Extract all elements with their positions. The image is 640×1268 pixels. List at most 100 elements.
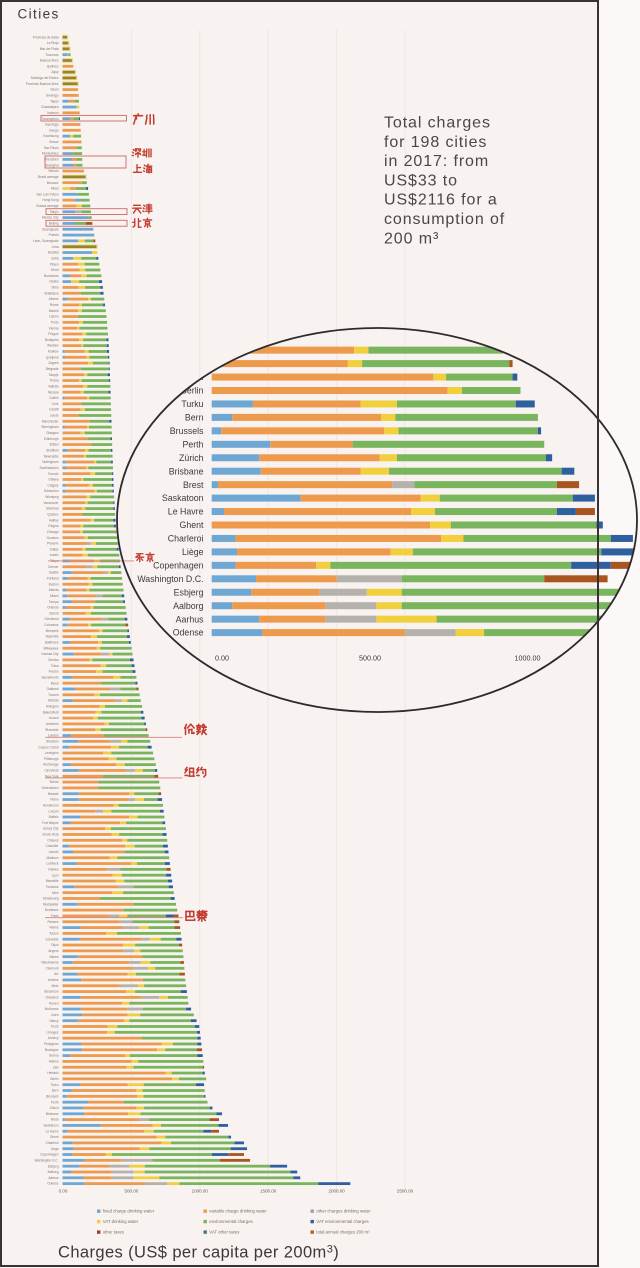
svg-text:1000.00: 1000.00	[192, 1189, 209, 1194]
svg-text:Anaheim: Anaheim	[46, 722, 59, 726]
svg-text:Austin: Austin	[50, 553, 59, 557]
svg-text:Liège: Liège	[51, 1147, 59, 1151]
svg-text:fixed charge drinking water: fixed charge drinking water	[103, 1209, 155, 1214]
svg-text:Aalborg: Aalborg	[173, 601, 203, 611]
svg-text:Charleroi: Charleroi	[168, 534, 204, 544]
svg-text:Athens: Athens	[49, 297, 59, 301]
svg-text:Jersey City: Jersey City	[43, 827, 59, 831]
svg-text:Strasbourg: Strasbourg	[43, 897, 59, 901]
svg-text:Santiago del Estero: Santiago del Estero	[31, 76, 59, 80]
svg-text:Brussels: Brussels	[170, 426, 204, 436]
svg-text:San Luis Potosi: San Luis Potosi	[36, 192, 58, 196]
svg-text:Copenhagen: Copenhagen	[153, 560, 203, 570]
svg-text:Brisbane: Brisbane	[46, 1112, 59, 1116]
svg-text:Guangzhou: Guangzhou	[42, 117, 59, 121]
svg-text:Jujuy: Jujuy	[51, 70, 59, 74]
svg-text:Charges (US$ per capita per 20: Charges (US$ per capita per 200m3)	[58, 1244, 339, 1262]
svg-text:Saskatoon: Saskatoon	[162, 493, 204, 503]
svg-text:Saskatoon: Saskatoon	[43, 1124, 58, 1128]
svg-text:Liège: Liège	[182, 547, 204, 557]
svg-text:Washington D.C.: Washington D.C.	[137, 574, 203, 584]
svg-text:Shenzhen: Shenzhen	[44, 158, 59, 162]
svg-text:Milan: Milan	[51, 187, 59, 191]
svg-text:Aix: Aix	[54, 972, 59, 976]
svg-text:Riverside: Riverside	[45, 728, 59, 732]
svg-text:Orleans2: Orleans2	[46, 996, 59, 1000]
svg-text:Chula Vista: Chula Vista	[42, 833, 58, 837]
svg-text:Prague: Prague	[48, 332, 59, 336]
svg-text:Fort Wayne: Fort Wayne	[42, 821, 59, 825]
svg-text:Greensboro: Greensboro	[42, 786, 59, 790]
svg-text:Houston: Houston	[47, 536, 59, 540]
svg-text:Edmonton: Edmonton	[44, 489, 59, 493]
svg-text:Columbus: Columbus	[44, 623, 59, 627]
svg-text:2000.00: 2000.00	[328, 1189, 345, 1194]
svg-text:Clermont: Clermont	[46, 966, 59, 970]
svg-text:1000.00: 1000.00	[515, 654, 541, 663]
svg-text:Phoenix: Phoenix	[47, 542, 59, 546]
svg-text:Perth: Perth	[51, 1100, 59, 1104]
svg-text:VAT environmental charges: VAT environmental charges	[316, 1219, 368, 1224]
svg-text:Arlington: Arlington	[46, 705, 59, 709]
svg-text:variable charge drinking water: variable charge drinking water	[209, 1209, 267, 1214]
svg-text:Angers: Angers	[48, 949, 59, 953]
svg-text:Odense: Odense	[173, 628, 204, 638]
svg-text:0.00: 0.00	[215, 654, 229, 663]
svg-text:Sibiu: Sibiu	[51, 286, 58, 290]
svg-text:Daegu: Daegu	[49, 128, 59, 132]
svg-text:Aalborg: Aalborg	[48, 1170, 59, 1174]
svg-text:Toulouse: Toulouse	[46, 885, 59, 889]
svg-text:Turku: Turku	[50, 1083, 58, 1087]
svg-text:Leon, Guanajuato: Leon, Guanajuato	[33, 239, 59, 243]
svg-text:US$2116 for a: US$2116 for a	[384, 192, 498, 209]
svg-text:Newark: Newark	[48, 792, 59, 796]
svg-text:Turku: Turku	[181, 399, 203, 409]
svg-text:Caen: Caen	[51, 1013, 59, 1017]
svg-text:Berlin: Berlin	[50, 1077, 58, 1081]
svg-text:Reims: Reims	[49, 926, 58, 930]
svg-text:Mesa: Mesa	[51, 681, 59, 685]
svg-text:Wichita: Wichita	[48, 699, 59, 703]
svg-text:Lisbon: Lisbon	[49, 315, 59, 319]
svg-text:Tampa: Tampa	[49, 600, 59, 604]
svg-text:Moscow: Moscow	[47, 181, 59, 185]
svg-text:Tianjin: Tianjin	[49, 210, 58, 214]
svg-text:Ghent: Ghent	[180, 520, 205, 530]
svg-text:Cardiff: Cardiff	[49, 408, 58, 412]
svg-text:Le Havre: Le Havre	[46, 1129, 59, 1133]
svg-text:Belgrade: Belgrade	[46, 367, 59, 371]
svg-text:Brest: Brest	[51, 1118, 59, 1122]
svg-text:Ottawa: Ottawa	[48, 478, 58, 482]
svg-text:Gyeongju: Gyeongju	[45, 123, 59, 127]
svg-text:Valletta: Valletta	[48, 384, 59, 388]
svg-text:Vancouver: Vancouver	[43, 501, 59, 505]
svg-text:Rouen: Rouen	[49, 1001, 59, 1005]
svg-text:Lexington: Lexington	[45, 751, 59, 755]
svg-text:Laredo: Laredo	[49, 850, 59, 854]
svg-text:Annecy: Annecy	[48, 1036, 59, 1040]
svg-text:Calgary: Calgary	[48, 483, 59, 487]
svg-text:Guadalajara: Guadalajara	[41, 105, 59, 109]
svg-text:VAT drinking water: VAT drinking water	[103, 1219, 139, 1224]
svg-text:Villeurbanne: Villeurbanne	[41, 961, 59, 965]
svg-text:Chandler: Chandler	[46, 844, 60, 848]
svg-text:Anchorage: Anchorage	[43, 763, 59, 767]
svg-text:Toulon: Toulon	[49, 931, 59, 935]
svg-text:Puebla: Puebla	[49, 233, 59, 237]
svg-text:Besancon: Besancon	[44, 990, 58, 994]
svg-text:Denver: Denver	[48, 565, 59, 569]
svg-text:Copenhagen: Copenhagen	[40, 1153, 58, 1157]
svg-text:Quilmes: Quilmes	[47, 64, 59, 68]
svg-text:500.00: 500.00	[359, 654, 381, 663]
svg-text:Bucharest: Bucharest	[44, 274, 58, 278]
svg-text:Aarhus: Aarhus	[176, 614, 204, 624]
svg-text:Nottingham: Nottingham	[42, 460, 59, 464]
svg-text:Winnipeg: Winnipeg	[45, 495, 59, 499]
svg-text:Mexico City: Mexico City	[42, 216, 59, 220]
svg-text:Cincinnati: Cincinnati	[45, 769, 59, 773]
svg-text:Lima: Lima	[52, 245, 59, 249]
svg-text:Krakow: Krakow	[48, 350, 59, 354]
svg-text:Edinburgh: Edinburgh	[44, 437, 59, 441]
svg-text:Zagreb: Zagreb	[48, 361, 58, 365]
svg-text:Newcastle: Newcastle	[44, 454, 59, 458]
